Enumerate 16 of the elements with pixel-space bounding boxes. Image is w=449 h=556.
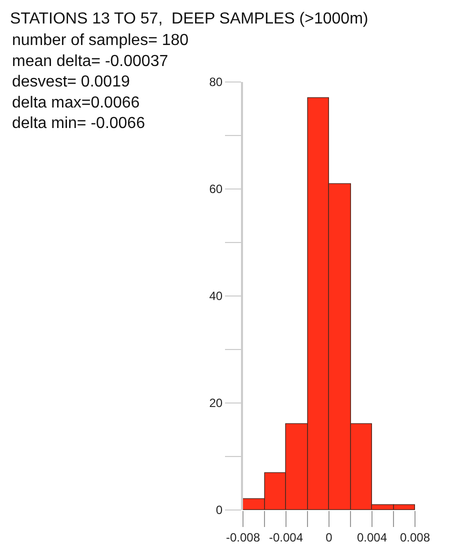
y-tick-label: 40 [209, 289, 223, 304]
y-tick-label: 60 [209, 182, 223, 196]
x-tick-label: -0.008 [226, 530, 260, 544]
text: desvest= 0.0019 [12, 74, 130, 91]
x-tick-label: 0.008 [400, 530, 430, 544]
text: delta min= -0.0066 [12, 115, 146, 132]
x-tick-label: 0.004 [356, 530, 388, 544]
text: number of samples= 180 [12, 32, 189, 49]
text: delta max=0.0066 [12, 94, 140, 112]
text: mean delta= -0.00037 [12, 52, 168, 70]
x-tick-label: -0.004 [268, 530, 304, 544]
y-tick-label: 0 [216, 503, 223, 518]
x-tick-label: 0 [326, 530, 333, 544]
y-tick-label: 80 [209, 75, 223, 90]
chart-title: STATIONS 13 TO 57, DEEP SAMPLES (>1000m) [10, 10, 368, 28]
y-tick-label: 20 [209, 396, 223, 410]
